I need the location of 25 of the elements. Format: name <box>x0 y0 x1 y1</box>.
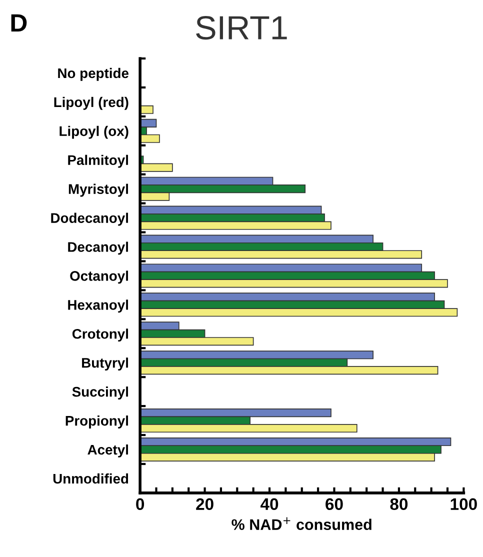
y-tick-label: No peptide <box>58 68 128 81</box>
x-tick-label: 60 <box>326 498 343 510</box>
bar <box>140 105 154 114</box>
y-tick-label: Decanoyl <box>68 242 128 255</box>
y-tick-label: Hexanoyl <box>68 300 128 313</box>
y-tick-label: Succinyl <box>72 386 128 400</box>
chart-title: SIRT1 <box>196 16 287 40</box>
y-tick-label: Lipoyl (ox) <box>60 126 128 139</box>
y-tick-label: Octanoyl <box>70 270 128 284</box>
y-tick-label: Myristoyl <box>68 184 128 197</box>
text: D <box>11 14 27 32</box>
x-tick-label: 100 <box>450 498 477 510</box>
y-tick-label: Dodecanoyl <box>51 212 128 226</box>
x-tick-label: 80 <box>390 498 408 510</box>
y-tick-label: Unmodified <box>53 473 128 484</box>
x-tick-label: 20 <box>196 498 214 510</box>
y-tick-label: Propionyl <box>66 416 128 428</box>
x-axis-title: % NAD$^{+}$ consumed <box>232 517 372 530</box>
x-tick-label: 40 <box>260 498 278 510</box>
y-tick-label: Acetyl <box>88 444 128 458</box>
x-tick-label: 0 <box>136 498 144 510</box>
y-tick-label: Lipoyl (red) <box>54 96 128 110</box>
y-tick-label: Butyryl <box>82 358 128 371</box>
y-tick-label: Palmitoyl <box>68 154 128 168</box>
y-tick-label: Crotonyl <box>72 328 128 342</box>
